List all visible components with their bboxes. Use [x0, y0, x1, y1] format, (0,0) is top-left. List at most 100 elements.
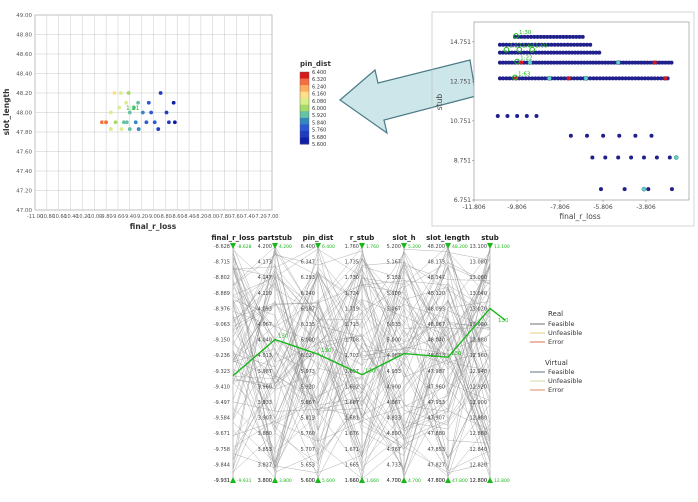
right-data-point — [646, 76, 651, 81]
parallel-axis-tick-label: 3.853 — [258, 447, 272, 453]
parallel-highlight-label: 130 — [451, 351, 462, 357]
right-data-point — [590, 155, 595, 160]
parallel-axis-tick-label: 4.800 — [387, 431, 401, 437]
right-data-point — [552, 60, 557, 65]
right-data-point — [597, 76, 602, 81]
right-data-point — [548, 34, 553, 39]
left-x-tick-label: -7.20 — [254, 214, 267, 220]
left-x-tick-label: -7.60 — [230, 214, 243, 220]
right-data-point — [591, 76, 596, 81]
parallel-axis-top-marker-label: -8.628 — [237, 244, 252, 250]
left-data-point — [144, 120, 149, 125]
parallel-highlight-label: 130 — [278, 334, 289, 340]
parallel-axis-tick-label: 48.147 — [428, 275, 446, 281]
right-data-point — [567, 34, 572, 39]
parallel-axis-tick-label: 48.067 — [428, 322, 446, 328]
right-data-point — [558, 50, 563, 55]
parallel-axis-tick-label: -9.497 — [214, 400, 230, 406]
parallel-axis-tick-label: 6.347 — [301, 260, 315, 266]
right-data-point — [588, 76, 593, 81]
parallel-axis-bottom-marker — [359, 477, 365, 483]
right-data-point — [540, 60, 545, 65]
right-data-point — [523, 42, 528, 47]
parallel-axis-title: slot_h — [392, 234, 415, 242]
right-highlight-label: 1:63 — [518, 71, 531, 77]
right-data-point — [591, 60, 596, 65]
right-data-point — [495, 113, 500, 118]
right-data-point — [568, 133, 573, 138]
parallel-axis-bottom-marker-label: 47.800 — [452, 478, 468, 484]
legend-tick-label: 5.760 — [312, 128, 326, 134]
parallel-axis-top-marker — [445, 243, 451, 249]
right-data-point — [539, 42, 544, 47]
right-data-point — [588, 50, 593, 55]
right-data-point — [507, 42, 512, 47]
right-data-point — [585, 42, 590, 47]
left-data-point — [133, 120, 138, 125]
right-data-point — [604, 76, 609, 81]
left-data-point — [124, 120, 129, 125]
parallel-axes: final_r_loss -8.715 -8.802 -8.889 -8.976 -9.0… — [211, 234, 510, 484]
left-data-point — [124, 100, 129, 105]
parallel-axis-tick-label: -9.063 — [214, 322, 230, 328]
parallel-axis-tick-label: 5.760 — [301, 431, 315, 437]
left-y-tick-label: 49.00 — [16, 13, 32, 19]
parallel-axis-tick-label: 4.147 — [258, 275, 272, 281]
parallel-axis-bottom-value: 4.700 — [387, 478, 401, 484]
legend-color-step — [300, 98, 309, 106]
legend-color-step — [300, 117, 309, 125]
parallel-axis-title: stub — [481, 234, 499, 242]
parallel-axis-title: final_r_loss — [211, 234, 254, 242]
parallel-axis-top-value: 4.200 — [258, 244, 272, 250]
right-highlight-point — [516, 46, 523, 53]
right-data-point — [663, 60, 668, 65]
right-data-point — [588, 60, 593, 65]
parallel-axis-tick-label: 12.980 — [470, 338, 488, 344]
left-y-tick-label: 47.20 — [16, 189, 32, 195]
parallel-axis-top-marker-label: 1.760 — [366, 244, 379, 250]
right-data-point — [633, 133, 638, 138]
right-data-point — [643, 76, 648, 81]
legend-tick-label: 5.680 — [312, 135, 326, 141]
legend-tick-label: 5.920 — [312, 113, 326, 119]
right-data-point — [504, 76, 509, 81]
right-data-point — [617, 133, 622, 138]
right-data-point — [546, 60, 551, 65]
right-cyan-point — [641, 186, 647, 192]
parallel-axis-top-marker-label: 6.400 — [322, 244, 335, 250]
parallel-axis-tick-label: 4.067 — [258, 322, 272, 328]
right-cyan-point — [583, 76, 589, 81]
right-y-tick-label: 6.751 — [454, 197, 471, 204]
right-data-point — [575, 42, 580, 47]
right-highlight-label: 1:64 — [522, 44, 535, 50]
right-data-point — [500, 60, 505, 65]
legend-color-step — [300, 130, 309, 138]
right-data-point — [506, 60, 511, 65]
right-y-tick-label: 14.751 — [450, 39, 471, 46]
left-x-tick-label: -11.00 — [27, 214, 43, 220]
right-data-point — [655, 76, 660, 81]
legend-tick-label: 5.600 — [312, 142, 326, 148]
left-data-point — [112, 91, 117, 95]
parallel-axis-top-value: 48.200 — [428, 244, 446, 250]
parallel-axis-tick-label: 5.867 — [301, 400, 315, 406]
parallel-axis-bottom-value: 3.800 — [258, 478, 272, 484]
legend-color-step — [300, 72, 309, 80]
right-data-point — [543, 60, 548, 65]
right-data-point — [601, 76, 606, 81]
parallel-axis-tick-label: 4.933 — [387, 369, 401, 375]
right-data-point — [649, 133, 654, 138]
right-data-point — [606, 60, 611, 65]
parallel-axis-tick-label: 5.973 — [301, 369, 315, 375]
left-data-point — [127, 110, 132, 115]
left-data-point — [172, 120, 177, 125]
parallel-axis-tick-label: 5.600 — [301, 478, 315, 484]
parallel-axis-top-marker-label: 48.200 — [452, 244, 468, 250]
legend-virtual-title: Virtual — [545, 359, 568, 367]
legend-real-item: Unfeasible — [548, 329, 582, 337]
right-y-tick-label: 12.751 — [450, 78, 471, 85]
right-data-point — [504, 42, 509, 47]
left-x-tick-label: -8.60 — [171, 214, 184, 220]
left-data-point — [136, 100, 140, 105]
